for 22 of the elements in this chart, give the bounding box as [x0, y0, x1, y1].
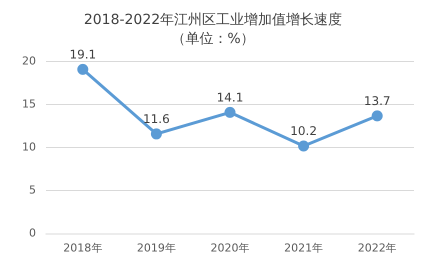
- y-tick-label: 10: [22, 140, 36, 154]
- x-tick-label: 2018年: [63, 241, 102, 254]
- data-label: 14.1: [216, 90, 244, 105]
- chart-subtitle: （单位：%）: [171, 30, 255, 47]
- point: [150, 128, 162, 140]
- data-label: 13.7: [364, 94, 391, 108]
- point: [372, 110, 383, 122]
- point: [298, 140, 310, 152]
- y-tick-label: 20: [22, 54, 36, 68]
- data-label: 11.6: [143, 112, 170, 126]
- point: [77, 64, 88, 75]
- data-label: 10.2: [290, 124, 317, 138]
- x-tick-label: 2022年: [358, 241, 397, 254]
- chart-title: 2018-2022年江州区工业增加值增长速度: [84, 12, 342, 28]
- y-tick-label: 0: [28, 226, 36, 240]
- x-tick-label: 2019年: [136, 241, 176, 254]
- data-label: 19.1: [69, 47, 96, 62]
- x-tick-label: 2021年: [284, 241, 324, 254]
- y-tick-label: 15: [22, 98, 36, 111]
- x-tick-label: 2020年: [210, 241, 250, 254]
- y-tick-label: 5: [28, 184, 36, 197]
- point: [224, 106, 236, 118]
